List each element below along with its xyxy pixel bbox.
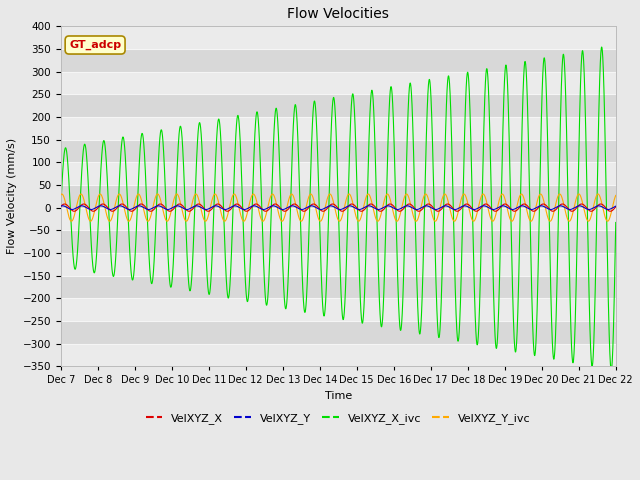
Bar <box>61 117 616 140</box>
Title: Flow Velocities: Flow Velocities <box>287 7 389 21</box>
Bar <box>61 72 616 94</box>
Bar <box>61 26 616 49</box>
Bar <box>61 185 616 208</box>
Bar <box>61 253 616 276</box>
Bar <box>61 94 616 117</box>
Bar <box>61 230 616 253</box>
Bar <box>61 49 616 72</box>
Bar <box>61 276 616 298</box>
Y-axis label: Flow Velocity (mm/s): Flow Velocity (mm/s) <box>7 138 17 254</box>
Legend: VelXYZ_X, VelXYZ_Y, VelXYZ_X_ivc, VelXYZ_Y_ivc: VelXYZ_X, VelXYZ_Y, VelXYZ_X_ivc, VelXYZ… <box>141 409 535 429</box>
Bar <box>61 162 616 185</box>
Bar <box>61 344 616 366</box>
Text: GT_adcp: GT_adcp <box>69 40 121 50</box>
Bar <box>61 321 616 344</box>
Bar <box>61 208 616 230</box>
Bar <box>61 298 616 321</box>
X-axis label: Time: Time <box>324 391 352 401</box>
Bar <box>61 140 616 162</box>
